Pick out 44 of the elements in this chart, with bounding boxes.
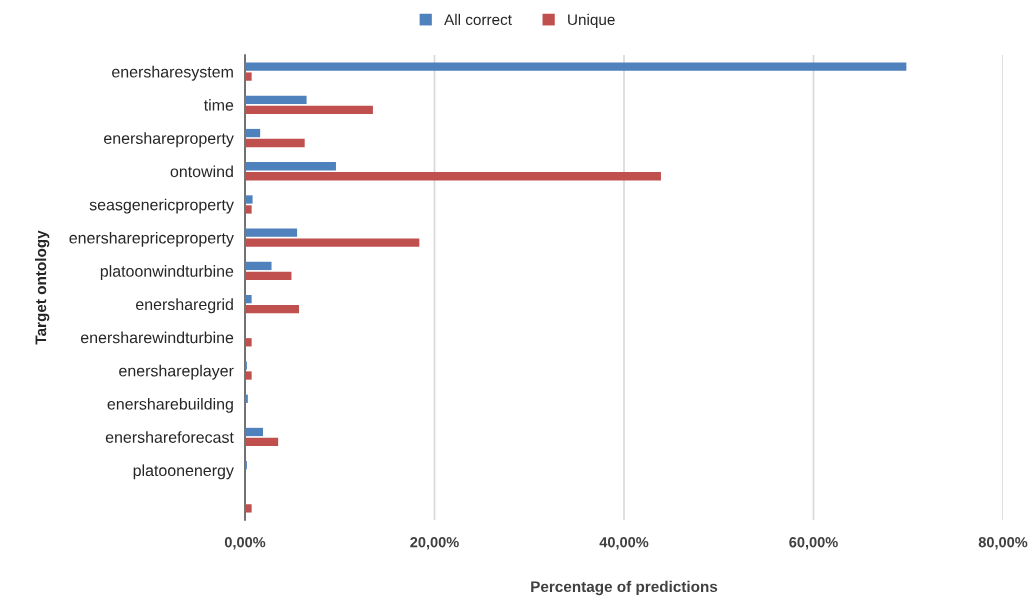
- bar: [245, 427, 263, 437]
- x-tick-label: 0,00%: [224, 537, 266, 550]
- y-tick-label: enersharegrid: [136, 298, 233, 314]
- bar: [245, 95, 307, 104]
- y-tick-label: enersharesystem: [112, 65, 233, 81]
- bar: [245, 195, 253, 204]
- y-tick-label: platoonwindturbine: [100, 265, 234, 280]
- y-tick-label: platoonenergy: [133, 464, 234, 480]
- y-tick-label: seasgenericproperty: [89, 198, 234, 214]
- x-tick-label: 60,00%: [789, 537, 838, 550]
- bar: [245, 72, 252, 81]
- legend-label: Unique: [568, 13, 615, 29]
- bar: [245, 162, 336, 171]
- y-tick-label: enershareforecast: [105, 431, 234, 443]
- y-tick-label: enersharepriceproperty: [69, 231, 234, 247]
- y-axis-title: Target ontology: [35, 230, 50, 345]
- x-axis-title: Percentage of predictions: [531, 580, 718, 596]
- bar: [245, 371, 252, 380]
- bar: [245, 504, 252, 513]
- bar: [245, 294, 252, 304]
- y-tick-label: enershareproperty: [104, 132, 234, 148]
- bar: [245, 105, 373, 114]
- bar: [245, 228, 298, 237]
- bar: [245, 205, 252, 214]
- x-tick-label: 40,00%: [599, 537, 649, 550]
- y-tick-label: enersharewindturbine: [80, 331, 234, 344]
- bar: [245, 271, 292, 281]
- y-tick-label: enershareplayer: [119, 364, 234, 380]
- bar: [245, 261, 272, 271]
- bar: [245, 437, 279, 447]
- y-tick-label: enersharebuilding: [107, 397, 233, 413]
- bar: [245, 138, 305, 148]
- x-tick-label: 20,00%: [410, 537, 459, 550]
- y-tick-label: time: [203, 99, 234, 111]
- bar: [245, 304, 300, 314]
- bar: [245, 62, 907, 71]
- bar: [245, 172, 661, 181]
- x-tick-label: 80,00%: [978, 537, 1028, 550]
- bar: [245, 238, 420, 247]
- legend-label: All correct: [444, 13, 512, 26]
- y-tick-label: ontowind: [170, 165, 233, 178]
- bar: [245, 128, 261, 138]
- bar: [245, 394, 248, 403]
- bar: [245, 338, 252, 347]
